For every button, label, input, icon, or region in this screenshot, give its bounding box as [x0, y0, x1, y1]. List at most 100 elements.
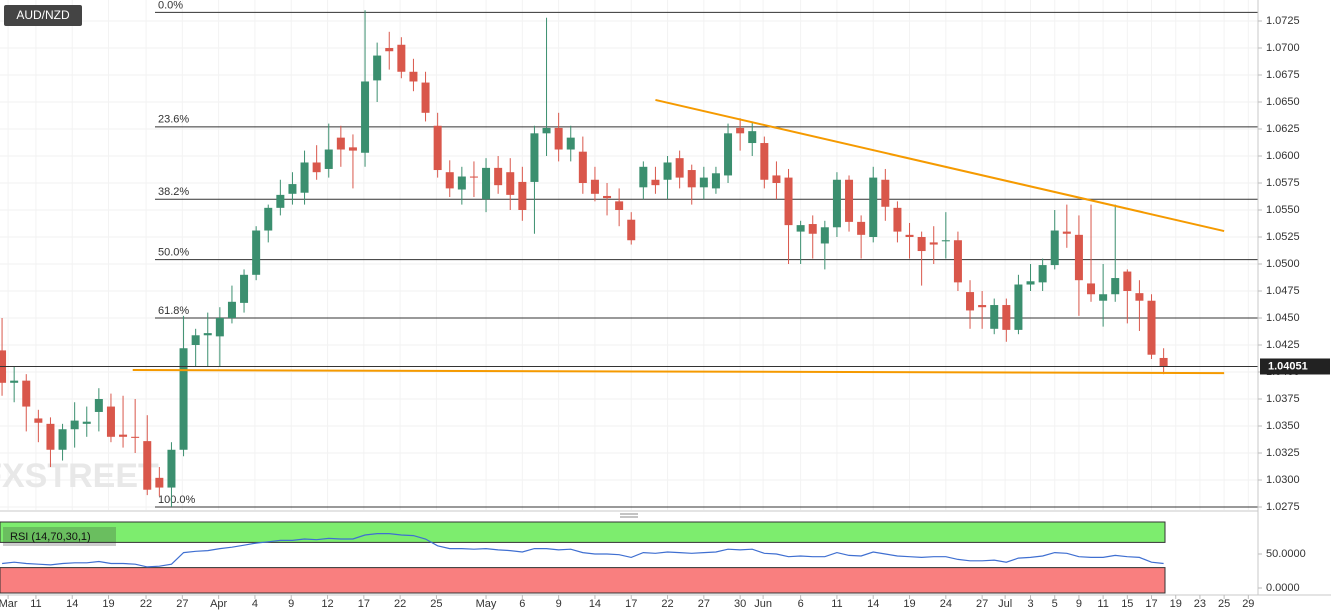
candle-body [409, 71, 418, 82]
chart-title: AUD/NZD [16, 8, 70, 22]
candle-body [264, 207, 273, 231]
candle-body [711, 173, 720, 189]
candle-body [651, 179, 660, 186]
candle-body [1002, 305, 1011, 330]
candle-body [179, 348, 188, 450]
candle-body [639, 166, 648, 188]
fib-label: 50.0% [158, 247, 189, 259]
x-tick-label: 6 [519, 598, 525, 610]
x-tick-label: Jul [998, 598, 1012, 610]
rsi-oversold-zone [0, 567, 1166, 594]
candle-body [70, 420, 79, 430]
x-tick-label: 9 [288, 598, 294, 610]
candle-body [22, 380, 31, 407]
candle-body [953, 240, 962, 283]
trendline [132, 369, 1225, 375]
candle-body [494, 167, 503, 186]
candle-body [385, 48, 394, 52]
candle-body [252, 230, 261, 275]
candle-body [469, 176, 478, 178]
candle-body [966, 292, 975, 311]
candle-body [941, 240, 950, 242]
x-tick-label: 22 [661, 598, 673, 610]
candle-body [143, 441, 152, 490]
candle-body [784, 177, 793, 226]
watermark: FXSTREET [0, 457, 159, 495]
candle-body [373, 55, 382, 81]
pane-handle[interactable] [620, 513, 638, 518]
rsi-label: RSI (14,70,30,1) [10, 531, 91, 543]
candle-body [119, 434, 128, 437]
y-tick-label: 1.0450 [1266, 312, 1300, 324]
candle-body [1026, 281, 1035, 285]
candle-body [227, 301, 236, 318]
candle-body [772, 175, 781, 183]
x-tick-label: 5 [1052, 598, 1058, 610]
x-tick-label: 9 [1076, 598, 1082, 610]
candle-body [240, 274, 249, 303]
y-tick-label: 1.0275 [1266, 501, 1300, 513]
candle-body [760, 143, 769, 180]
candle-body [34, 418, 43, 423]
x-tick-label: 11 [1097, 598, 1108, 610]
fib-label: 0.0% [158, 0, 183, 11]
candle-body [1123, 271, 1132, 291]
y-tick-label: 1.0375 [1266, 393, 1300, 405]
x-tick-label: 14 [867, 598, 879, 610]
candle-body [978, 305, 987, 308]
rsi-y-tick-label: 0.0000 [1266, 582, 1300, 594]
x-tick-label: 25 [1218, 598, 1230, 610]
y-tick-label: 1.0425 [1266, 339, 1300, 351]
candle-body [288, 184, 297, 194]
x-tick-label: 14 [66, 598, 78, 610]
candle-body [324, 149, 333, 169]
x-tick-label: 4 [252, 598, 258, 610]
candle-body [905, 234, 914, 237]
x-tick-label: 15 [1121, 598, 1133, 610]
fib-label: 61.8% [158, 305, 189, 317]
x-tick-label: 12 [321, 598, 333, 610]
candle-body [518, 181, 527, 210]
candle-body [857, 221, 866, 235]
candle-body [106, 406, 115, 437]
x-tick-label: 27 [176, 598, 188, 610]
x-tick-label: 17 [358, 598, 370, 610]
x-tick-label: 22 [140, 598, 152, 610]
x-tick-label: 17 [1145, 598, 1157, 610]
candle-body [832, 179, 841, 228]
candle-body [94, 399, 103, 412]
candle-body [808, 224, 817, 234]
candle-body [1099, 294, 1108, 301]
candle-body [990, 305, 999, 329]
rsi-overbought-zone [0, 521, 1166, 543]
x-tick-label: 9 [556, 598, 562, 610]
candle-body [699, 177, 708, 188]
x-tick-label: 14 [589, 598, 601, 610]
candle-body [312, 162, 321, 173]
y-tick-label: 1.0725 [1266, 15, 1300, 27]
candle-body [46, 423, 55, 450]
x-tick-label: 27 [698, 598, 710, 610]
y-tick-label: 1.0300 [1266, 474, 1300, 486]
y-tick-label: 1.0625 [1266, 123, 1300, 135]
candle-body [1050, 230, 1059, 266]
x-tick-label: 23 [1194, 598, 1206, 610]
y-tick-label: 1.0650 [1266, 96, 1300, 108]
candle-body [1147, 300, 1156, 355]
candle-body [457, 176, 466, 190]
candle-body [421, 82, 430, 113]
y-tick-label: 1.0550 [1266, 204, 1300, 216]
x-tick-label: 11 [831, 598, 842, 610]
rsi-label-box [3, 527, 116, 546]
candle-body [58, 429, 67, 450]
candle-body [590, 179, 599, 194]
candle-body [917, 237, 926, 252]
candle-body [603, 195, 612, 199]
candle-body [1087, 283, 1096, 295]
fib-label: 38.2% [158, 186, 189, 198]
candle-body [542, 127, 551, 134]
candle-body [736, 127, 745, 134]
rsi-line [2, 533, 1164, 568]
candle-body [1111, 278, 1120, 295]
current-price-label: 1.04051 [1268, 360, 1308, 372]
